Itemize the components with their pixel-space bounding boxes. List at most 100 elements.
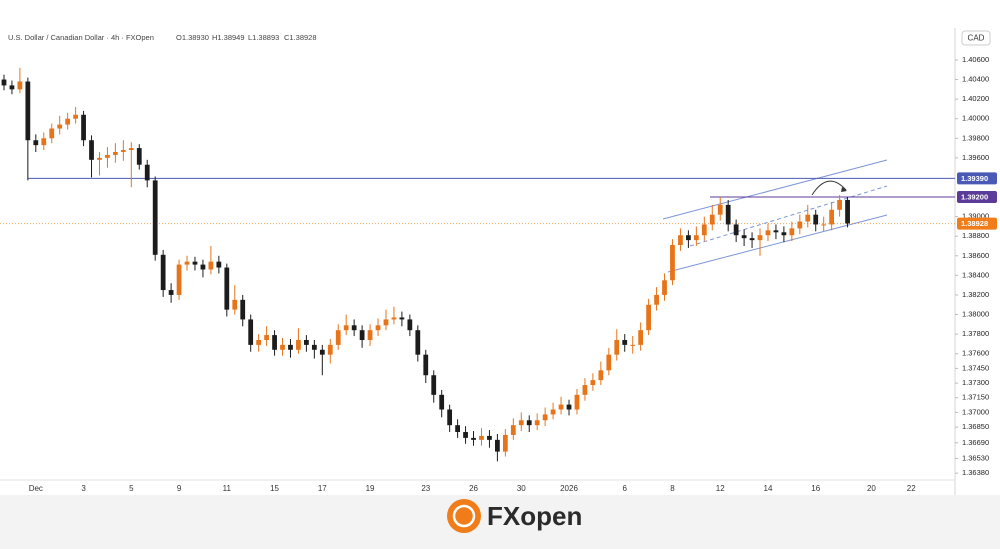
y-tick-label: 1.38800	[962, 231, 989, 240]
candle-body	[120, 150, 126, 152]
candle-body	[160, 254, 166, 291]
x-tick-label: 5	[129, 484, 134, 493]
candle-body	[407, 319, 413, 331]
candle-body	[590, 380, 596, 386]
channel-lower	[667, 214, 888, 273]
x-tick-label: 11	[223, 484, 232, 493]
channel-middle	[689, 185, 888, 247]
candle-body	[136, 148, 142, 165]
candle-body	[311, 344, 317, 350]
candle-body	[749, 238, 755, 241]
candle-body	[845, 199, 850, 224]
candle-body	[781, 232, 787, 236]
y-tick-label: 1.36530	[962, 453, 989, 462]
x-tick-label: 23	[421, 484, 430, 493]
candle-body	[272, 335, 277, 350]
candle-body	[200, 264, 206, 270]
x-tick-label: 20	[867, 484, 876, 493]
x-tick-label: 17	[318, 484, 327, 493]
price-label: 1.39390	[961, 174, 988, 183]
candle-body	[662, 280, 667, 295]
candle-body	[518, 420, 524, 426]
x-tick-label: 14	[764, 484, 773, 493]
projection-arrow	[811, 180, 847, 196]
candle-body	[566, 404, 572, 410]
y-tick-label: 1.39600	[962, 153, 989, 162]
x-tick-label: 12	[716, 484, 725, 493]
candle-body	[837, 199, 842, 210]
candle-body	[17, 81, 23, 90]
candle-body	[208, 261, 214, 270]
brand-logo: FXopen	[447, 499, 582, 533]
y-tick-label: 1.36850	[962, 422, 989, 431]
candle-body	[654, 294, 659, 305]
candle-body	[614, 339, 620, 355]
candle-body	[192, 261, 198, 265]
candle-body	[391, 317, 397, 320]
candle-body	[327, 344, 333, 355]
channel-upper	[662, 159, 888, 220]
y-tick-label: 1.38200	[962, 290, 989, 299]
arrow-head	[841, 187, 847, 192]
candle-body	[73, 114, 78, 119]
candle-body	[701, 224, 707, 236]
candle-body	[89, 140, 94, 160]
x-tick-label: 30	[517, 484, 526, 493]
x-tick-label: 3	[81, 484, 86, 493]
y-tick-label: 1.40200	[962, 94, 989, 103]
candle-body	[224, 267, 230, 310]
candle-body	[574, 394, 580, 410]
candle-body	[415, 330, 421, 355]
candle-body	[335, 330, 341, 345]
y-tick-label: 1.37600	[962, 349, 989, 358]
candle-body	[829, 209, 835, 225]
price-label-box	[957, 172, 997, 185]
ohlc-high: H1.38949	[212, 33, 245, 42]
candle-body	[805, 214, 811, 222]
candle-body	[367, 330, 373, 340]
candle-body	[765, 230, 771, 236]
candle-body	[479, 435, 484, 440]
candle-body	[25, 81, 31, 141]
candle-body	[741, 235, 747, 239]
candle-body	[733, 224, 739, 236]
candle-body	[582, 385, 588, 395]
candle-body	[821, 224, 827, 226]
currency-box[interactable]	[961, 30, 991, 46]
price-label-box	[957, 217, 997, 230]
y-tick-label: 1.37000	[962, 407, 989, 416]
candle-body	[144, 164, 150, 181]
x-tick-label: 26	[469, 484, 478, 493]
candle-body	[128, 148, 134, 151]
candle-body	[383, 319, 389, 326]
candle-body	[57, 124, 63, 129]
candle-body	[232, 299, 238, 310]
candle-body	[176, 264, 182, 295]
logo-badge	[447, 499, 481, 533]
candle-body	[343, 325, 349, 331]
x-tick-label: 2026	[560, 484, 578, 493]
candle-body	[216, 261, 222, 268]
ohlc-close: C1.38928	[284, 33, 317, 42]
candle-body	[351, 325, 357, 331]
candle-body	[455, 425, 460, 433]
x-tick-label: 19	[366, 484, 375, 493]
symbol-header: U.S. Dollar / Canadian Dollar · 4h · FXO…	[8, 33, 154, 42]
candle-body	[558, 404, 564, 410]
candle-body	[598, 370, 604, 381]
ohlc-open: O1.38930	[176, 33, 209, 42]
x-tick-label: 15	[270, 484, 279, 493]
y-tick-label: 1.36690	[962, 438, 989, 447]
y-tick-label: 1.37450	[962, 363, 989, 372]
candle-body	[359, 330, 365, 340]
candle-body	[296, 339, 301, 350]
candle-body	[463, 432, 468, 438]
candle-body	[534, 420, 540, 426]
y-tick-label: 1.38600	[962, 251, 989, 260]
candle-body	[423, 354, 429, 376]
candle-body	[49, 128, 55, 139]
brand-name: FXopen	[487, 501, 582, 531]
currency-label[interactable]: CAD	[968, 34, 985, 43]
